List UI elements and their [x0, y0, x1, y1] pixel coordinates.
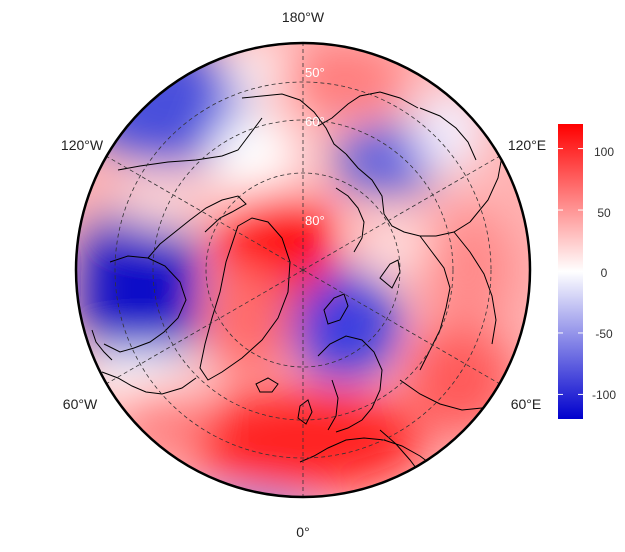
lon-label-lower-left: 60°W — [63, 396, 98, 412]
lat-label-outer: 50° — [305, 65, 325, 80]
lon-label-lower-right: 60°E — [511, 396, 542, 412]
lat-label-inner: 80° — [305, 213, 325, 228]
coastlines — [91, 91, 503, 483]
lon-label-upper-right: 120°E — [508, 137, 546, 153]
colorbar: 100 50 0 -50 -100 — [558, 124, 616, 419]
colorbar-label-minus-50: -50 — [595, 327, 613, 341]
graticule — [105, 43, 501, 497]
lon-label-top: 180°W — [282, 9, 325, 25]
colorbar-label-100: 100 — [594, 145, 614, 159]
lon-label-bottom: 0° — [296, 524, 309, 540]
colorbar-label-50: 50 — [597, 206, 611, 220]
lon-label-upper-left: 120°W — [61, 137, 104, 153]
colorbar-label-0: 0 — [601, 266, 608, 280]
map-border — [74, 41, 532, 499]
lat-label-middle: 60° — [305, 114, 325, 129]
colorbar-label-minus-100: -100 — [592, 388, 616, 402]
